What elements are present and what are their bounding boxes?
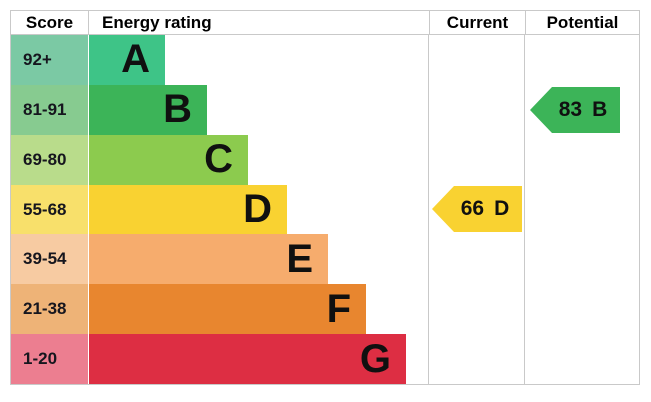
band-letter: D	[243, 187, 272, 231]
epc-table: Score Energy rating Current Potential 92…	[10, 10, 640, 385]
potential-rating-arrow: 83 B	[530, 87, 620, 133]
rating-bar-e: E	[89, 234, 328, 285]
table-header-row: Score Energy rating Current Potential	[11, 11, 639, 35]
band-row-b: 81-91 B	[11, 84, 639, 135]
band-letter: C	[204, 137, 233, 182]
band-row-f: 21-38 F	[11, 284, 639, 335]
rating-bar-f: F	[89, 284, 366, 335]
energy-rating-column-header: Energy rating	[88, 11, 429, 34]
rating-bar-d: D	[89, 184, 287, 235]
band-letter: E	[286, 236, 313, 281]
current-column-divider	[428, 35, 429, 384]
rating-bar-c: C	[89, 134, 248, 185]
band-row-d: 55-68 D	[11, 184, 639, 235]
score-column-header: Score	[25, 13, 74, 32]
score-range-cell: 1-20	[11, 334, 88, 385]
current-rating-value: 66	[460, 197, 485, 220]
score-range-cell: 69-80	[11, 134, 88, 185]
band-row-c: 69-80 C	[11, 134, 639, 185]
band-letter: G	[359, 336, 391, 381]
score-range-cell: 81-91	[11, 84, 88, 135]
current-column-header: Current	[429, 11, 525, 34]
bands-area: 92+ A 81-91 B 69-80 C 55-68 D 39-54 E 21…	[11, 35, 639, 385]
potential-column-divider	[524, 35, 525, 384]
score-range-cell: 21-38	[11, 284, 88, 335]
band-row-g: 1-20 G	[11, 334, 639, 385]
potential-rating-value: 83	[558, 98, 583, 121]
potential-rating-letter: B	[592, 98, 608, 121]
score-range-cell: 55-68	[11, 184, 88, 235]
band-row-e: 39-54 E	[11, 234, 639, 285]
rating-bar-b: B	[89, 84, 207, 135]
band-letter: A	[121, 37, 150, 82]
rating-bar-a: A	[89, 35, 165, 85]
potential-column-header: Potential	[525, 11, 639, 34]
score-range-cell: 39-54	[11, 234, 88, 285]
current-rating-arrow: 66 D	[432, 186, 522, 232]
band-letter: B	[163, 87, 192, 132]
current-rating-letter: D	[494, 197, 510, 220]
score-range-cell: 92+	[11, 35, 88, 85]
rating-bar-g: G	[89, 334, 406, 385]
band-letter: F	[326, 286, 351, 331]
band-row-a: 92+ A	[11, 35, 639, 85]
